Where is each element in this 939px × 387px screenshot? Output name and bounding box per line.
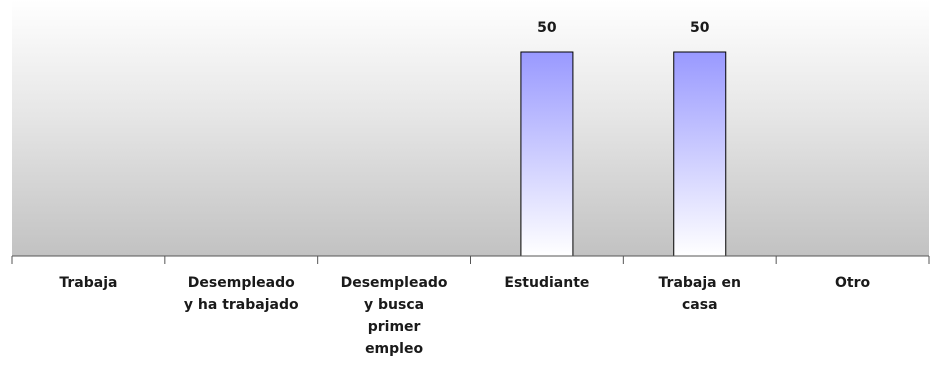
x-tick-label-3: Desempleado y busca primer empleo [319,272,469,360]
bar-5 [673,51,727,257]
x-tick-label-line: casa [681,297,718,313]
x-tick-label-1: Trabaja [13,272,163,294]
x-tick-label-line: Trabaja [59,275,118,291]
bar-4 [520,51,574,257]
data-label-5: 50 [690,20,710,36]
x-tick-label-6: Otro [778,272,928,294]
x-tick-label-line: Desempleado [187,275,295,291]
x-tick-label-line: Desempleado [340,275,448,291]
x-tick-label-line: Estudiante [504,275,590,291]
x-tick-label-line: primer [367,319,421,335]
data-label-4: 50 [537,20,557,36]
x-tick-label-line: y busca [364,297,425,313]
x-tick-label-5: Trabaja en casa [625,272,775,316]
plot-area [12,0,929,256]
x-tick-label-line: y ha trabajado [183,297,299,313]
x-tick-label-line: Otro [835,275,871,291]
x-tick-label-line: empleo [365,341,424,357]
x-tick-label-4: Estudiante [472,272,622,294]
x-tick-label-2: Desempleado y ha trabajado [166,272,316,316]
x-tick-label-line: Trabaja en [658,275,741,291]
